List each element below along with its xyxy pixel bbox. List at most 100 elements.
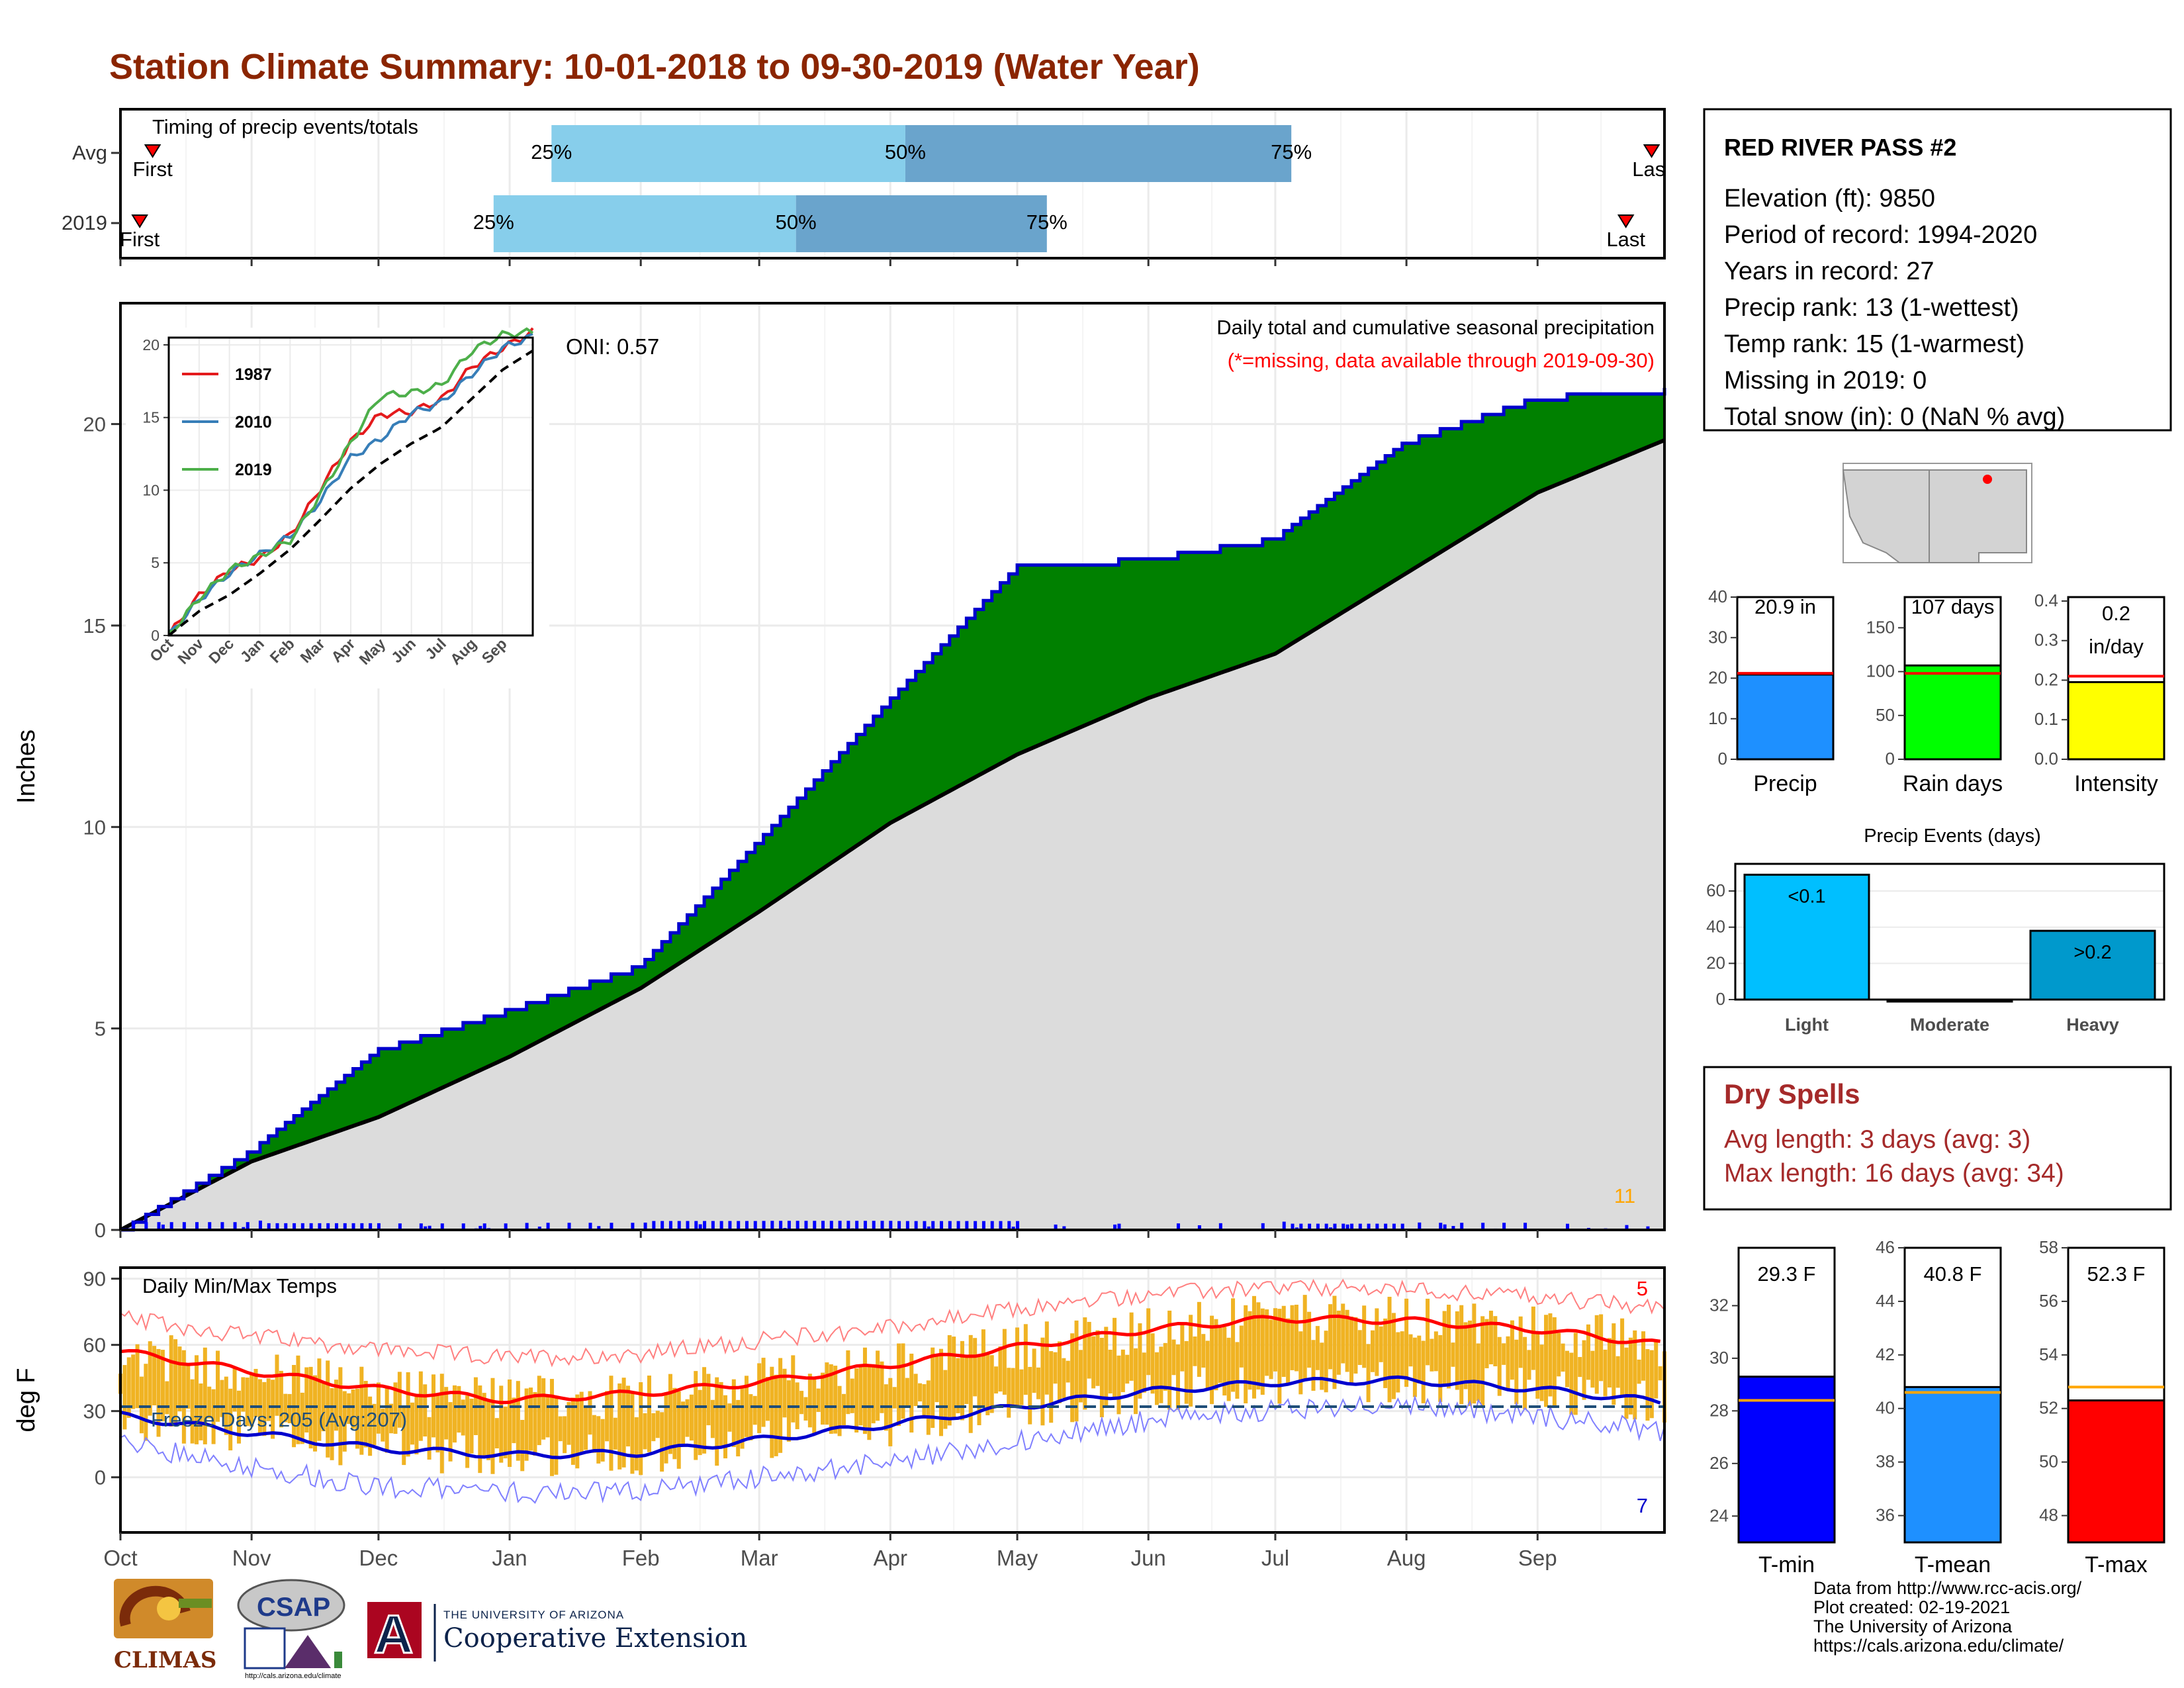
daily-precip-bar	[334, 1223, 338, 1230]
daily-precip-bar	[981, 1221, 985, 1230]
daily-temp-bar	[931, 1347, 935, 1429]
station-detail: Period of record: 1994-2020	[1724, 221, 2037, 249]
pct-label: 75%	[1271, 140, 1312, 164]
station-detail: Total snow (in): 0 (NaN % avg)	[1724, 403, 2065, 431]
daily-precip-bar	[132, 1222, 136, 1230]
daily-temp-bar	[918, 1383, 923, 1402]
daily-temp-bar	[981, 1329, 985, 1408]
daily-temp-bar	[533, 1391, 537, 1456]
daily-temp-bar	[1307, 1311, 1312, 1368]
daily-precip-bar	[804, 1221, 808, 1230]
daily-precip-bar	[1218, 1223, 1222, 1230]
daily-precip-bar	[897, 1221, 901, 1230]
daily-precip-bar	[872, 1221, 876, 1230]
events-bar-label: <0.1	[1788, 886, 1825, 907]
average-cumulative-line	[119, 438, 1666, 1232]
daily-temp-bar	[228, 1388, 233, 1451]
daily-temp-bar	[1108, 1349, 1113, 1394]
daily-temp-bar	[1044, 1321, 1049, 1395]
ua-letter: A	[374, 1605, 413, 1665]
temp-bar-t-max	[2067, 1399, 2165, 1544]
daily-temp-bar	[190, 1379, 195, 1444]
daily-temp-bar	[1226, 1337, 1231, 1401]
temp-bar-y-tick-label: 24	[1709, 1505, 1729, 1525]
daily-temp-bar	[956, 1358, 960, 1413]
daily-precip-bar	[1392, 1223, 1396, 1230]
daily-temp-bar	[1426, 1298, 1430, 1366]
summary-y-tick-label: 10	[1708, 708, 1727, 728]
daily-temp-bar	[304, 1367, 309, 1433]
credit-line: Data from http://www.rcc-acis.org/	[1813, 1578, 2082, 1598]
daily-temp-bar	[943, 1370, 948, 1429]
daily-precip-bar	[846, 1221, 850, 1230]
row-label: 2019	[62, 211, 107, 234]
summary-value-label: 107 days	[1911, 595, 1995, 618]
last-event-marker	[1617, 214, 1635, 228]
timing-label: Timing of precip events/totals	[152, 115, 418, 138]
daily-temp-bar	[1286, 1318, 1291, 1384]
daily-temp-bar	[1362, 1305, 1367, 1368]
daily-temp-bar	[1480, 1316, 1485, 1406]
daily-temp-bar	[131, 1354, 136, 1409]
temp-bar-y-tick-label: 56	[2039, 1291, 2058, 1311]
daily-temp-bar	[376, 1382, 381, 1434]
daily-temp-bar	[672, 1387, 677, 1460]
first-label: First	[120, 228, 160, 251]
daily-precip-bar	[546, 1223, 550, 1230]
daily-precip-bar	[1375, 1223, 1379, 1230]
daily-temp-bar	[262, 1382, 267, 1436]
daily-temp-bar	[596, 1416, 601, 1464]
dry-spells-box	[1703, 1066, 2172, 1211]
daily-temp-bar	[579, 1391, 584, 1455]
daily-precip-bar	[1316, 1223, 1320, 1230]
daily-temp-bar	[1476, 1343, 1480, 1401]
daily-temp-bar	[901, 1343, 905, 1419]
daily-temp-bar	[1467, 1320, 1472, 1406]
daily-temp-bar	[1463, 1322, 1468, 1389]
temp-y-axis-label: deg F	[13, 1368, 40, 1432]
daily-temp-bar	[626, 1385, 631, 1447]
daily-temp-bar	[478, 1385, 482, 1474]
daily-temp-bar	[1438, 1335, 1443, 1402]
daily-temp-bar	[389, 1403, 394, 1434]
daily-temp-bar	[1214, 1319, 1218, 1391]
daily-temp-bar	[402, 1407, 406, 1466]
daily-temp-bar	[1019, 1369, 1024, 1405]
daily-precip-bar	[246, 1222, 250, 1230]
daily-temp-bar	[195, 1355, 199, 1444]
daily-precip-bar	[737, 1221, 741, 1230]
daily-temp-bar	[448, 1402, 453, 1462]
daily-temp-bar	[968, 1335, 973, 1433]
temp-bar-y-tick-label: 38	[1876, 1452, 1895, 1472]
oni-label: ONI: 0.57	[566, 334, 659, 359]
daily-temp-bar	[326, 1360, 330, 1458]
daily-temp-bar	[490, 1378, 495, 1474]
daily-precip-bar	[813, 1221, 817, 1230]
daily-temp-bar	[461, 1399, 465, 1436]
station-detail: Years in record: 27	[1724, 258, 1934, 285]
y-tick-label: 15	[83, 614, 106, 637]
temp-bar-y-tick-label: 26	[1709, 1453, 1729, 1473]
daily-temp-bar	[1205, 1340, 1210, 1389]
daily-precip-bar	[703, 1221, 707, 1230]
temp-bar-t-mean	[1903, 1385, 2002, 1544]
daily-temp-bar	[1129, 1312, 1134, 1381]
daily-temp-bar	[508, 1379, 512, 1468]
heavy-day-count: 11	[1614, 1184, 1635, 1207]
summary-column: RED RIVER PASS #2 Elevation (ft): 9850 Per…	[1703, 108, 2172, 1577]
daily-temp-bar	[1527, 1350, 1531, 1380]
daily-temp-bar	[1290, 1305, 1295, 1370]
daily-temp-bar	[799, 1391, 804, 1415]
daily-temp-bar	[1510, 1320, 1514, 1380]
daily-temp-bar	[156, 1348, 161, 1437]
daily-temp-bar	[1197, 1301, 1201, 1377]
daily-temp-bar	[702, 1367, 707, 1454]
daily-temp-bar	[414, 1395, 419, 1455]
daily-precip-bar	[931, 1221, 935, 1230]
month-label: Feb	[622, 1546, 660, 1570]
temp-y-tick-label: 0	[95, 1466, 106, 1489]
month-label: Mar	[741, 1546, 778, 1570]
daily-temp-bar	[846, 1350, 850, 1415]
daily-precip-bar	[1007, 1221, 1011, 1230]
daily-temp-bar	[1417, 1335, 1422, 1384]
